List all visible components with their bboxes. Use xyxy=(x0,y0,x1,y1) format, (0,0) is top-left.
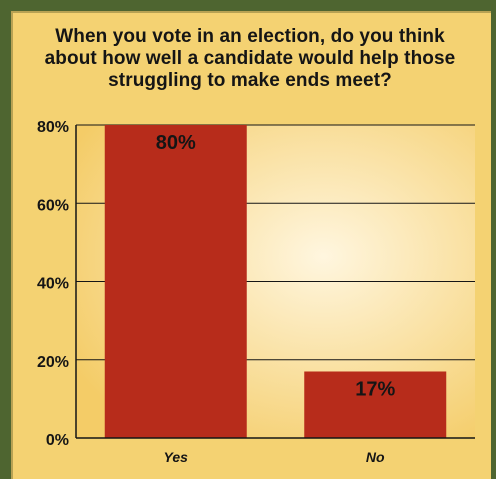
x-tick-label: Yes xyxy=(164,449,189,465)
data-label: 80% xyxy=(156,132,196,154)
y-axis-labels: 0% 20% 40% 60% 80% xyxy=(37,119,69,449)
bar-yes xyxy=(104,125,247,438)
data-label: 17% xyxy=(355,378,395,400)
chart-title: When you vote in an election, do you thi… xyxy=(44,26,456,91)
y-tick-label: 0% xyxy=(46,432,69,449)
y-tick-label: 20% xyxy=(37,354,69,371)
x-axis-labels: Yes No xyxy=(164,449,385,465)
bars: 80% 17% xyxy=(104,125,447,438)
y-tick-label: 80% xyxy=(37,119,69,136)
y-tick-label: 40% xyxy=(37,276,69,293)
bar-no xyxy=(304,371,447,438)
x-tick-label: No xyxy=(366,449,385,465)
y-tick-label: 60% xyxy=(37,197,69,214)
